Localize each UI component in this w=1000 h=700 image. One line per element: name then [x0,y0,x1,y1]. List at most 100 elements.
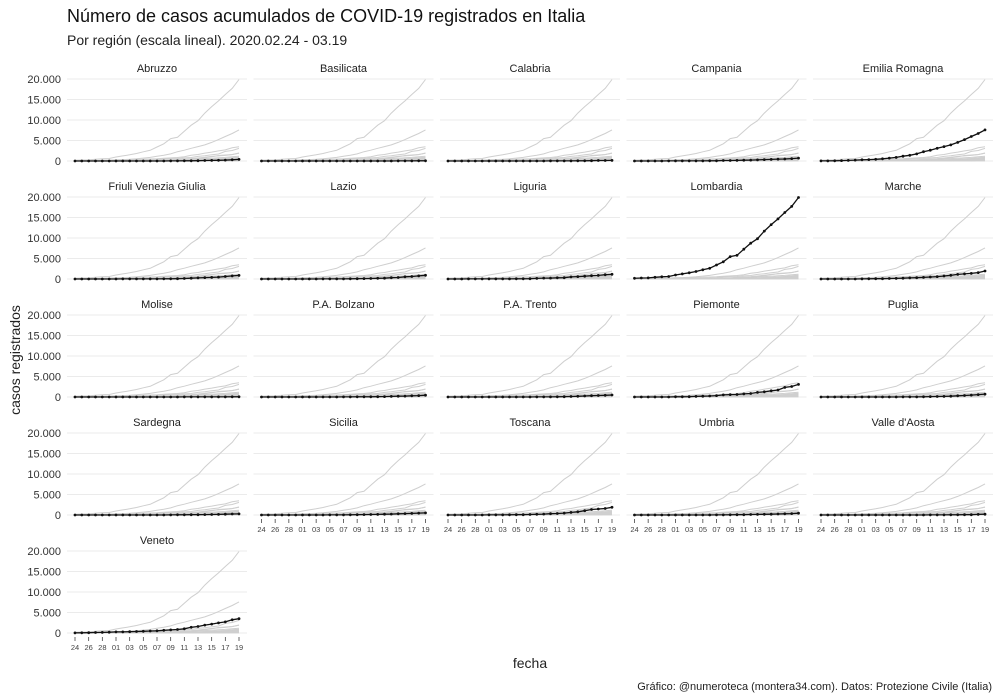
data-point-campania [735,159,739,162]
data-point-liguria [596,274,600,277]
data-point-sardegna [182,513,186,517]
data-point-basilicata [342,159,345,163]
data-point-veneto [203,623,207,627]
data-point-emilia-romagna [942,145,946,149]
y-tick-label: 15.000 [27,213,61,225]
data-point-marche [976,271,980,274]
data-point-marche [887,277,891,280]
data-point-veneto [189,625,193,629]
data-point-lombardia [790,205,794,208]
data-point-valle-d-aosta [901,513,905,517]
data-point-puglia [840,395,843,399]
data-point-lombardia [756,237,759,241]
data-point-toscana [446,513,450,517]
panel-friuli-venezia-giulia: Friuli Venezia Giulia 0 5.000 10.000 15.000 2… [27,181,247,286]
data-point-molise [162,395,166,399]
data-point-sardegna [155,513,159,517]
data-point-lazio [321,277,325,281]
data-point-calabria [467,159,470,163]
data-point-emilia-romagna [901,154,905,158]
bg-line-lombardia [447,315,613,397]
data-point-toscana [508,513,511,517]
bg-line-lombardia [447,79,613,161]
data-point-lazio [369,277,373,280]
data-point-valle-d-aosta [833,513,837,517]
data-point-p-a-bolzano [266,395,270,399]
data-point-campania [756,158,759,162]
x-tick-label: 17 [408,525,416,534]
x-tick-label: 19 [981,525,989,534]
data-point-sicilia [294,513,298,517]
data-point-marche [956,273,960,276]
data-point-piemonte [687,395,691,399]
data-point-p-a-trento [494,395,498,399]
bg-line-lombardia [261,79,426,161]
data-point-sicilia [389,512,393,516]
data-point-sardegna [217,513,220,516]
data-point-sicilia [362,513,366,516]
bg-line-lombardia [634,79,799,161]
data-point-basilicata [266,159,270,163]
data-point-basilicata [328,159,332,163]
data-point-sardegna [135,513,138,517]
data-point-marche [922,276,925,279]
panel-toscana: Toscana 24 26 28 01 03 05 07 09 11 13 15 17 19 [440,417,620,534]
y-tick-label: 0 [55,274,61,286]
data-point-emilia-romagna [949,143,953,147]
data-point-abruzzo [223,158,227,162]
data-point-veneto [148,629,152,633]
bg-line-lombardia [261,315,426,397]
data-point-campania [762,158,766,162]
data-point-p-a-trento [521,395,525,399]
x-tick-label: 19 [608,525,616,534]
data-point-p-a-trento [514,395,518,399]
x-tick-label: 15 [207,643,215,652]
data-point-emilia-romagna [840,159,843,163]
x-tick-label: 05 [139,643,147,652]
data-point-toscana [603,507,607,510]
data-point-toscana [521,513,525,517]
x-tick-label: 07 [339,525,347,534]
x-tick-label: 26 [271,525,279,534]
y-tick-label: 5.000 [33,254,61,266]
bg-line-lombardia [634,315,799,397]
x-tick-label: 17 [781,525,789,534]
data-point-campania [687,159,691,163]
data-point-puglia [874,395,878,399]
data-point-p-a-bolzano [410,394,414,398]
data-point-abruzzo [107,159,111,163]
data-point-puglia [867,395,871,399]
data-point-umbria [742,513,746,517]
data-point-sicilia [307,513,311,517]
x-tick-label: 07 [712,525,720,534]
bg-line-lombardia [261,197,426,279]
data-point-puglia [887,395,891,399]
data-point-molise [182,395,186,399]
data-point-lombardia [783,211,787,214]
data-point-marche [867,277,871,281]
data-point-sicilia [314,513,318,517]
bg-line-lombardia [74,433,240,515]
data-point-emilia-romagna [915,152,919,156]
y-tick-label: 0 [55,392,61,404]
data-point-toscana [542,512,546,516]
data-point-molise [135,395,138,399]
data-point-sardegna [162,513,166,517]
x-tick-label: 15 [580,525,588,534]
data-point-lazio [307,277,311,281]
data-point-sardegna [176,513,179,517]
data-point-marche [942,274,946,278]
data-point-basilicata [321,159,325,163]
data-point-friuli-venezia-giulia [73,277,77,281]
data-point-sicilia [328,513,332,517]
data-point-p-a-bolzano [362,395,366,399]
data-point-liguria [555,276,559,280]
data-point-marche [963,272,966,276]
data-point-umbria [708,513,712,517]
data-point-piemonte [715,394,718,397]
data-point-lazio [348,277,352,281]
y-tick-label: 20.000 [27,74,61,86]
data-point-p-a-trento [467,395,470,399]
data-point-friuli-venezia-giulia [141,277,145,281]
